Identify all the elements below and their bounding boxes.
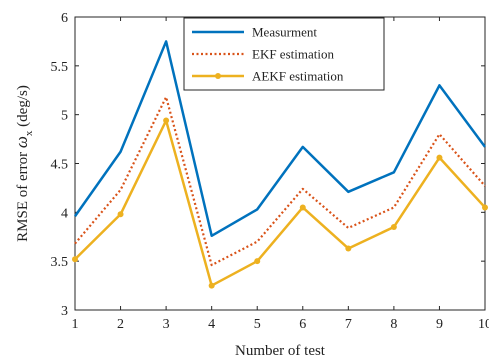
x-tick-label: 6: [299, 317, 306, 332]
series-3-marker: [390, 223, 397, 230]
x-tick-label: 3: [163, 317, 170, 332]
x-tick-label: 8: [390, 317, 397, 332]
series-line-1: [73, 40, 487, 238]
x-tick-label: 5: [254, 317, 261, 332]
y-tick-label: 4: [61, 206, 68, 221]
y-axis-label-unit: (deg/s): [15, 85, 31, 130]
series-3-marker: [254, 258, 261, 265]
y-axis-label-omega: ω: [12, 136, 31, 148]
y-tick-label: 4.5: [51, 158, 69, 173]
y-tick-label: 3.5: [51, 255, 69, 270]
series-3-marker: [299, 204, 306, 211]
y-axis-label: RMSE of error ωx (deg/s): [12, 85, 35, 242]
series-3-marker: [208, 282, 215, 289]
legend-label-3: AEKF estimation: [252, 69, 344, 84]
y-tick-label: 5.5: [51, 60, 69, 75]
series-3-marker: [345, 245, 352, 252]
legend: Measurment EKF estimation AEKF estimation: [183, 17, 385, 91]
axes: 1 2 3 4 5 6 7 8 9 10 3 3.5 4 4.5 5 5.5 6 Number of test RM…: [12, 11, 489, 359]
series-3-marker: [72, 256, 78, 263]
series-3-marker: [117, 211, 124, 218]
x-tick-label: 10: [478, 317, 489, 332]
series-line-2: [74, 95, 486, 267]
series-3-marker: [163, 117, 170, 124]
x-tick-label: 1: [72, 317, 79, 332]
legend-label-1: Measurment: [252, 25, 317, 40]
y-tick-label: 6: [61, 11, 68, 26]
y-axis-label-text: RMSE of error: [15, 148, 31, 242]
y-axis-label-subscript: x: [23, 130, 35, 136]
x-axis-label: Number of test: [235, 343, 326, 359]
legend-swatch-marker-3: [215, 73, 221, 79]
series-group: [72, 40, 488, 289]
series-line-3: [74, 119, 486, 287]
x-tick-label: 7: [345, 317, 352, 332]
x-tick-label: 9: [436, 317, 443, 332]
x-tick-label: 2: [117, 317, 124, 332]
x-tick-label: 4: [208, 317, 215, 332]
legend-label-2: EKF estimation: [252, 47, 334, 62]
series-3-marker: [436, 154, 443, 161]
series-3-marker: [482, 204, 488, 211]
y-tick-label: 3: [61, 304, 68, 319]
y-tick-label: 5: [61, 109, 68, 124]
